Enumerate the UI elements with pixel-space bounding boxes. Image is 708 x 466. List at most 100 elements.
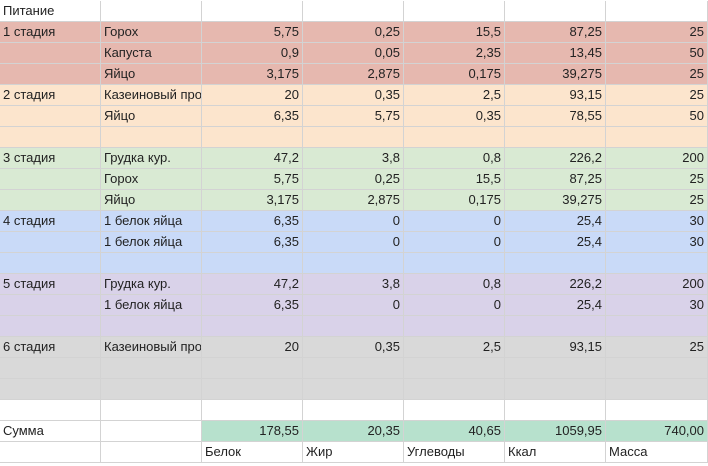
kcal-cell[interactable]: 87,25 xyxy=(505,169,606,190)
protein-cell[interactable]: 0,9 xyxy=(202,43,303,64)
protein-cell[interactable]: 6,35 xyxy=(202,211,303,232)
fat-cell[interactable] xyxy=(303,316,404,337)
fat-cell[interactable]: 0,35 xyxy=(303,337,404,358)
cell[interactable] xyxy=(101,400,202,421)
mass-cell[interactable]: 30 xyxy=(606,295,708,316)
protein-cell[interactable]: 5,75 xyxy=(202,22,303,43)
cell[interactable] xyxy=(101,1,202,22)
mass-cell[interactable] xyxy=(606,379,708,400)
food-cell[interactable]: Яйцо xyxy=(101,64,202,85)
mass-cell[interactable]: 200 xyxy=(606,274,708,295)
kcal-cell[interactable] xyxy=(505,127,606,148)
mass-cell[interactable] xyxy=(606,316,708,337)
total-fat[interactable]: 20,35 xyxy=(303,421,404,442)
carbs-cell[interactable]: 0,8 xyxy=(404,274,505,295)
column-label-carbs[interactable]: Углеводы xyxy=(404,442,505,463)
fat-cell[interactable]: 0,25 xyxy=(303,22,404,43)
cell[interactable] xyxy=(0,232,101,253)
fat-cell[interactable] xyxy=(303,358,404,379)
carbs-cell[interactable] xyxy=(404,253,505,274)
cell[interactable] xyxy=(0,442,101,463)
mass-cell[interactable]: 50 xyxy=(606,106,708,127)
protein-cell[interactable] xyxy=(202,127,303,148)
cell[interactable] xyxy=(0,253,101,274)
column-label-protein[interactable]: Белок xyxy=(202,442,303,463)
fat-cell[interactable]: 3,8 xyxy=(303,274,404,295)
kcal-cell[interactable]: 226,2 xyxy=(505,274,606,295)
summary-label[interactable]: Сумма xyxy=(0,421,101,442)
carbs-cell[interactable]: 2,5 xyxy=(404,85,505,106)
cell[interactable] xyxy=(303,400,404,421)
food-cell[interactable]: Яйцо xyxy=(101,106,202,127)
cell[interactable] xyxy=(0,169,101,190)
food-cell[interactable] xyxy=(101,316,202,337)
carbs-cell[interactable]: 0,175 xyxy=(404,190,505,211)
mass-cell[interactable]: 25 xyxy=(606,190,708,211)
mass-cell[interactable]: 25 xyxy=(606,85,708,106)
cell[interactable] xyxy=(0,106,101,127)
cell[interactable] xyxy=(0,127,101,148)
fat-cell[interactable] xyxy=(303,253,404,274)
cell[interactable] xyxy=(606,400,708,421)
cell[interactable] xyxy=(202,1,303,22)
fat-cell[interactable] xyxy=(303,127,404,148)
food-cell[interactable]: Грудка кур. xyxy=(101,274,202,295)
cell[interactable] xyxy=(0,190,101,211)
kcal-cell[interactable]: 93,15 xyxy=(505,337,606,358)
cell[interactable] xyxy=(0,358,101,379)
carbs-cell[interactable] xyxy=(404,316,505,337)
protein-cell[interactable] xyxy=(202,316,303,337)
cell[interactable] xyxy=(101,442,202,463)
kcal-cell[interactable]: 93,15 xyxy=(505,85,606,106)
fat-cell[interactable]: 0,35 xyxy=(303,85,404,106)
fat-cell[interactable]: 0,25 xyxy=(303,169,404,190)
column-label-mass[interactable]: Масса xyxy=(606,442,708,463)
total-mass[interactable]: 740,00 xyxy=(606,421,708,442)
carbs-cell[interactable]: 2,5 xyxy=(404,337,505,358)
protein-cell[interactable] xyxy=(202,358,303,379)
kcal-cell[interactable]: 25,4 xyxy=(505,211,606,232)
fat-cell[interactable]: 0 xyxy=(303,211,404,232)
stage-label[interactable]: 5 стадия xyxy=(0,274,101,295)
food-cell[interactable] xyxy=(101,358,202,379)
stage-label[interactable]: 6 стадия xyxy=(0,337,101,358)
mass-cell[interactable] xyxy=(606,127,708,148)
food-cell[interactable]: Яйцо xyxy=(101,190,202,211)
kcal-cell[interactable]: 87,25 xyxy=(505,22,606,43)
carbs-cell[interactable]: 0 xyxy=(404,295,505,316)
sheet-title[interactable]: Питание xyxy=(0,1,101,22)
kcal-cell[interactable]: 78,55 xyxy=(505,106,606,127)
protein-cell[interactable]: 3,175 xyxy=(202,64,303,85)
food-cell[interactable]: Капуста xyxy=(101,43,202,64)
carbs-cell[interactable]: 2,35 xyxy=(404,43,505,64)
cell[interactable] xyxy=(404,400,505,421)
carbs-cell[interactable]: 15,5 xyxy=(404,169,505,190)
fat-cell[interactable]: 2,875 xyxy=(303,190,404,211)
mass-cell[interactable]: 25 xyxy=(606,64,708,85)
mass-cell[interactable]: 50 xyxy=(606,43,708,64)
food-cell[interactable] xyxy=(101,379,202,400)
cell[interactable] xyxy=(0,379,101,400)
column-label-kcal[interactable]: Ккал xyxy=(505,442,606,463)
mass-cell[interactable]: 25 xyxy=(606,337,708,358)
carbs-cell[interactable]: 0 xyxy=(404,232,505,253)
food-cell[interactable]: 1 белок яйца xyxy=(101,211,202,232)
protein-cell[interactable]: 6,35 xyxy=(202,106,303,127)
total-carbs[interactable]: 40,65 xyxy=(404,421,505,442)
fat-cell[interactable]: 0,05 xyxy=(303,43,404,64)
cell[interactable] xyxy=(505,400,606,421)
cell[interactable] xyxy=(101,421,202,442)
kcal-cell[interactable]: 25,4 xyxy=(505,232,606,253)
fat-cell[interactable] xyxy=(303,379,404,400)
carbs-cell[interactable] xyxy=(404,379,505,400)
kcal-cell[interactable]: 39,275 xyxy=(505,64,606,85)
carbs-cell[interactable]: 0,175 xyxy=(404,64,505,85)
mass-cell[interactable]: 30 xyxy=(606,232,708,253)
protein-cell[interactable]: 3,175 xyxy=(202,190,303,211)
protein-cell[interactable]: 20 xyxy=(202,85,303,106)
fat-cell[interactable]: 0 xyxy=(303,232,404,253)
stage-label[interactable]: 4 стадия xyxy=(0,211,101,232)
protein-cell[interactable]: 6,35 xyxy=(202,232,303,253)
food-cell[interactable]: 1 белок яйца xyxy=(101,232,202,253)
cell[interactable] xyxy=(505,1,606,22)
